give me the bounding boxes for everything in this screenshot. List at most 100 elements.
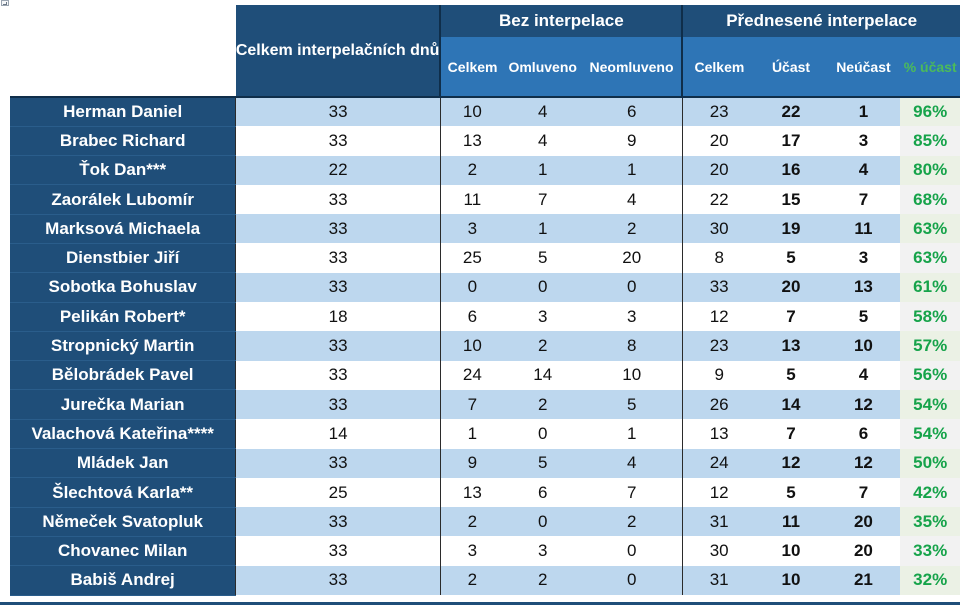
cell-pct-ucast: 35% [900,507,960,537]
cell-pred-celkem: 23 [681,331,756,361]
cell-pred-celkem: 31 [681,565,756,596]
cell-ucast: 10 [755,536,827,566]
subheader-pct-ucast: % účast [900,37,960,97]
cell-bez-celkem: 13 [439,126,504,156]
cell-neomluveno: 2 [581,214,683,244]
cell-celkem-dnu: 33 [235,272,441,303]
cell-celkem-dnu: 33 [235,331,441,361]
cell-celkem-dnu: 18 [235,302,441,332]
cell-neucast: 1 [826,95,901,127]
cell-pct-ucast: 96% [900,95,960,127]
cell-pct-ucast: 57% [900,331,960,361]
cell-omluveno: 7 [503,184,582,215]
cell-neucast: 20 [826,536,901,566]
cell-pred-celkem: 12 [681,477,756,508]
cell-bez-celkem: 25 [439,243,504,273]
cell-ucast: 14 [755,389,827,420]
cell-pct-ucast: 63% [900,214,960,244]
header-prednesene-interpelace: Přednesené interpelace [681,5,960,37]
table-row: Ťok Dan*** 22 2 1 1 20 16 4 80% [10,155,960,186]
subheader-neomluveno: Neomluveno [581,37,683,97]
table-row: Mládek Jan 33 9 5 4 24 12 12 50% [10,448,960,479]
row-name: Marksová Michaela [10,214,236,244]
cell-bez-celkem: 2 [439,155,504,185]
table-row: Babiš Andrej 33 2 2 0 31 10 21 32% [10,565,960,596]
cell-bez-celkem: 24 [439,360,504,390]
cell-ucast: 13 [755,331,827,361]
cell-neomluveno: 10 [581,360,683,390]
cell-pct-ucast: 56% [900,360,960,390]
cell-neomluveno: 4 [581,448,683,478]
cell-bez-celkem: 6 [439,302,504,332]
table-row: Bělobrádek Pavel 33 24 14 10 9 5 4 56% [10,360,960,391]
row-name: Sobotka Bohuslav [10,272,236,303]
cell-neucast: 7 [826,184,901,215]
bottom-divider [0,602,960,605]
cell-bez-celkem: 3 [439,214,504,244]
table-row: Dienstbier Jiří 33 25 5 20 8 5 3 63% [10,243,960,274]
cell-ucast: 7 [755,302,827,332]
cell-neomluveno: 3 [581,302,683,332]
cell-neucast: 11 [826,214,901,244]
cell-pred-celkem: 13 [681,419,756,449]
row-name: Bělobrádek Pavel [10,360,236,391]
row-name: Jurečka Marian [10,389,236,420]
cell-omluveno: 0 [503,507,582,537]
cell-bez-celkem: 10 [439,331,504,361]
cell-neucast: 7 [826,477,901,508]
cell-celkem-dnu: 33 [235,360,441,390]
cell-celkem-dnu: 33 [235,536,441,566]
corner-blank-cell [10,5,236,97]
cell-pred-celkem: 8 [681,243,756,273]
cell-omluveno: 2 [503,565,582,596]
cell-neucast: 3 [826,126,901,156]
cell-omluveno: 5 [503,448,582,478]
cell-ucast: 22 [755,95,827,127]
cell-neomluveno: 6 [581,95,683,127]
cell-pred-celkem: 24 [681,448,756,478]
subheader-omluveno: Omluveno [503,37,582,97]
cell-bez-celkem: 2 [439,565,504,596]
cell-neomluveno: 9 [581,126,683,156]
cell-celkem-dnu: 33 [235,126,441,156]
row-name: Mládek Jan [10,448,236,479]
cell-pred-celkem: 31 [681,507,756,537]
table-row: Němeček Svatopluk 33 2 0 2 31 11 20 35% [10,507,960,537]
cell-pct-ucast: 50% [900,448,960,478]
cell-omluveno: 0 [503,272,582,303]
cell-neomluveno: 2 [581,507,683,537]
cell-pred-celkem: 12 [681,302,756,332]
cell-neucast: 21 [826,565,901,596]
row-name: Němeček Svatopluk [10,507,236,537]
cell-omluveno: 2 [503,331,582,361]
cell-neomluveno: 4 [581,184,683,215]
row-name: Šlechtová Karla** [10,477,236,508]
table-row: Šlechtová Karla** 25 13 6 7 12 5 7 42% [10,477,960,508]
row-name: Chovanec Milan [10,536,236,567]
cell-pct-ucast: 80% [900,155,960,185]
subheader-pred-celkem: Celkem [681,37,756,97]
cell-pred-celkem: 26 [681,389,756,420]
cell-neucast: 4 [826,155,901,185]
cell-celkem-dnu: 22 [235,155,441,185]
cell-neomluveno: 5 [581,389,683,420]
cell-pct-ucast: 58% [900,302,960,332]
subheader-neucast: Neúčast [826,37,901,97]
row-name: Pelikán Robert* [10,302,236,332]
cell-omluveno: 3 [503,536,582,566]
cell-corner-icon [1,0,9,6]
cell-pred-celkem: 23 [681,95,756,127]
cell-ucast: 10 [755,565,827,596]
cell-neucast: 20 [826,507,901,537]
row-name: Ťok Dan*** [10,155,236,186]
cell-pct-ucast: 85% [900,126,960,156]
cell-celkem-dnu: 33 [235,95,441,127]
cell-omluveno: 0 [503,419,582,449]
cell-celkem-dnu: 33 [235,448,441,478]
cell-bez-celkem: 2 [439,507,504,537]
cell-ucast: 12 [755,448,827,478]
cell-ucast: 7 [755,419,827,449]
cell-celkem-dnu: 25 [235,477,441,508]
cell-neucast: 6 [826,419,901,449]
cell-celkem-dnu: 33 [235,507,441,537]
